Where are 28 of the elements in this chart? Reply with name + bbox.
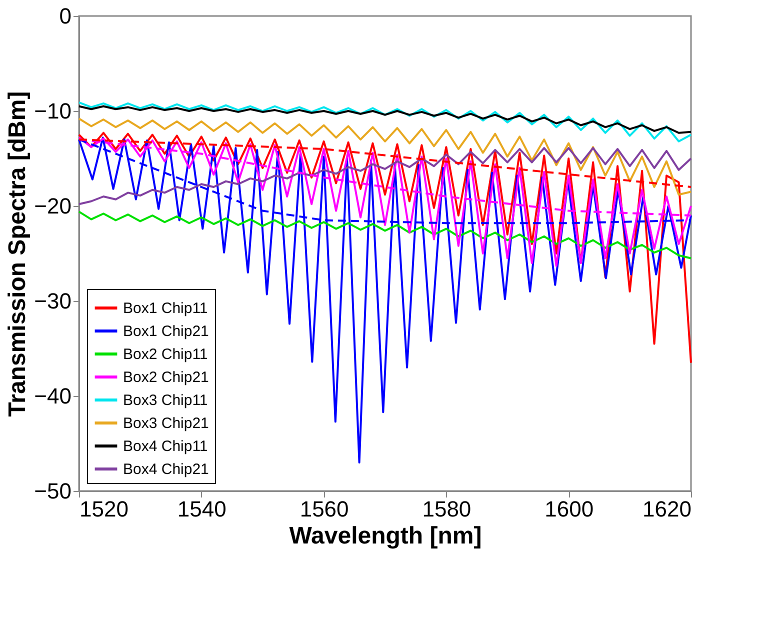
y-tick-label: −40: [34, 384, 72, 408]
legend-label: Box1 Chip21: [123, 323, 209, 340]
line-series: [78, 118, 692, 196]
y-tick-label: −10: [34, 98, 72, 124]
y-tick-label: −20: [34, 194, 72, 218]
line-series: [78, 210, 692, 260]
line-series: [78, 132, 692, 364]
legend-label: Box4 Chip11: [123, 438, 208, 455]
x-tick-label: 1520: [80, 496, 128, 522]
x-tick-label: 1620: [642, 496, 692, 522]
legend-label: Box3 Chip21: [123, 415, 209, 432]
line-series: [78, 105, 692, 134]
y-tick-label: −30: [34, 288, 72, 314]
legend-label: Box1 Chip11: [123, 300, 208, 317]
x-tick-label: 1560: [300, 496, 349, 522]
legend-label: Box2 Chip11: [123, 346, 208, 363]
x-tick-label: 1540: [177, 496, 226, 522]
y-axis-title: Transmission Spectra [dBm]: [4, 91, 32, 417]
x-axis-title: Wavelength [nm]: [289, 522, 482, 550]
x-tick-label: 1580: [422, 496, 472, 522]
legend-label: Box4 Chip21: [123, 461, 209, 478]
legend-label: Box2 Chip21: [123, 369, 209, 386]
legend-label: Box3 Chip11: [123, 392, 208, 409]
line-series: [78, 101, 692, 142]
y-tick-label: −50: [34, 478, 72, 504]
y-tick-label: 0: [59, 4, 72, 28]
line-series: [78, 147, 692, 206]
x-tick-label: 1600: [544, 496, 594, 522]
